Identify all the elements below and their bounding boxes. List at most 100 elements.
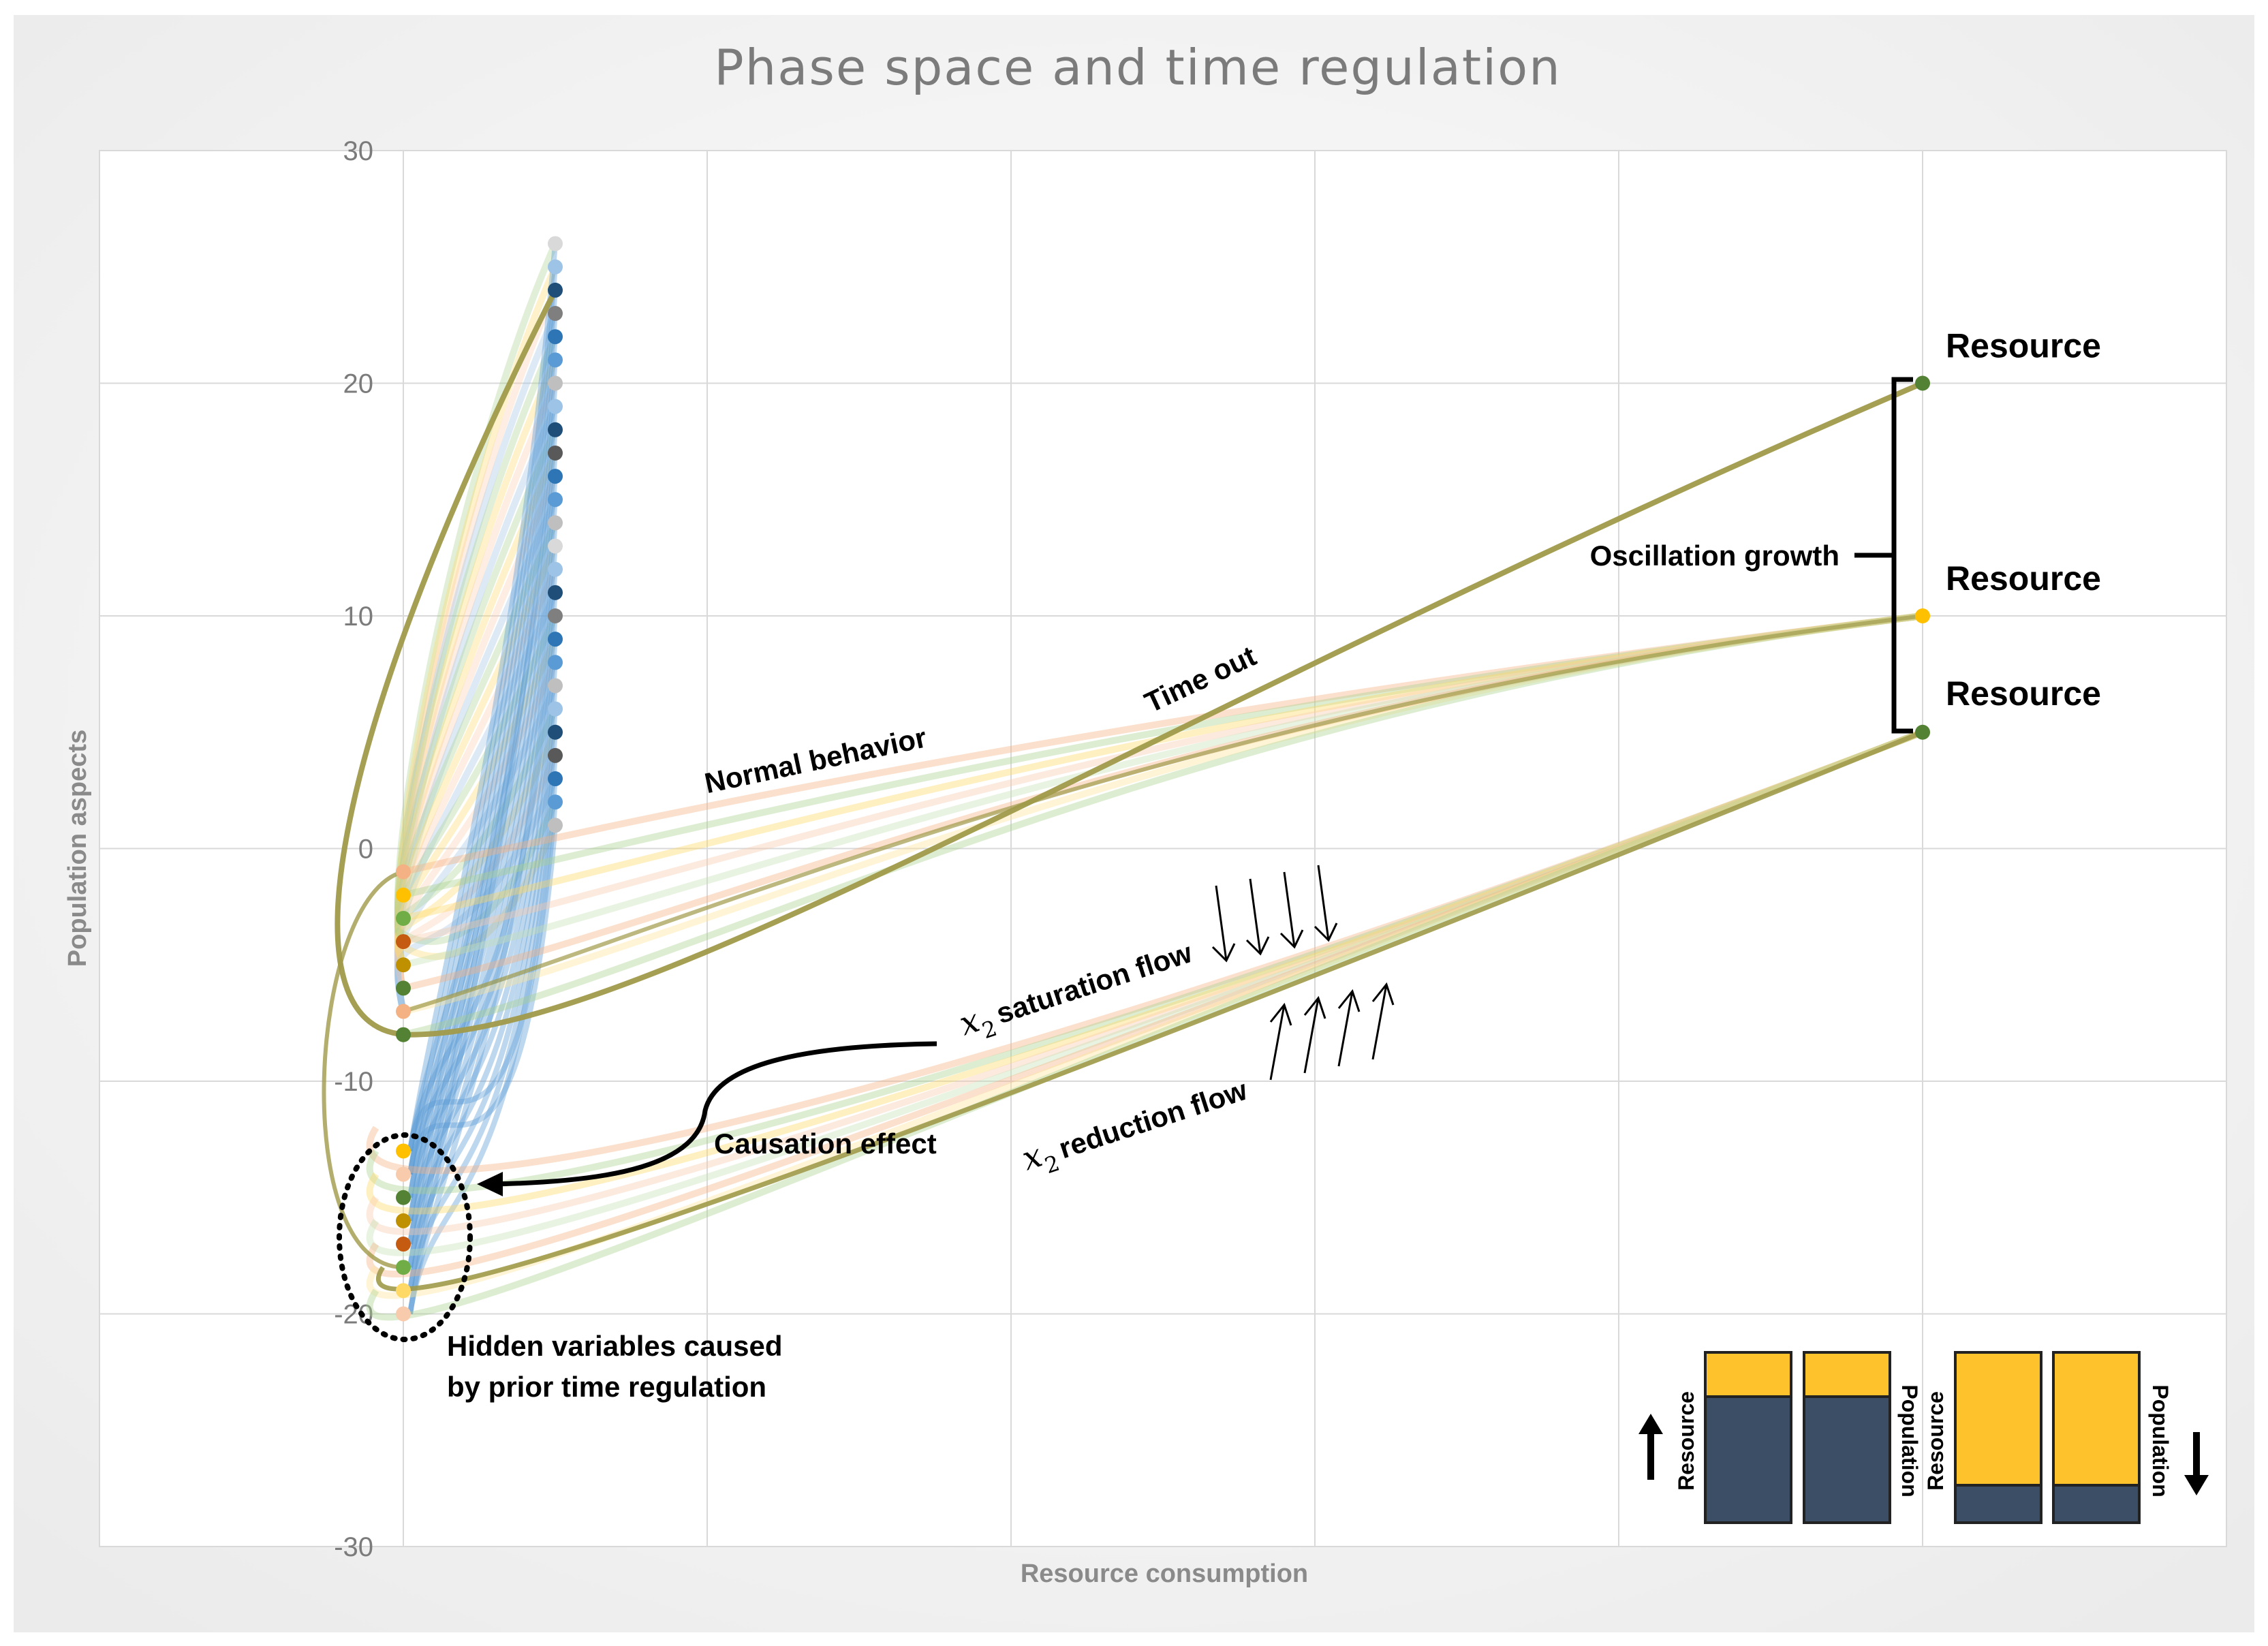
blue-trajectory — [407, 290, 558, 1198]
mid-data-point — [396, 934, 411, 950]
low-data-point — [396, 1190, 411, 1205]
inset-bar-2-top — [1803, 1351, 1891, 1398]
top-data-point — [548, 515, 563, 531]
blue-trajectory — [407, 685, 558, 1222]
resource-label: Resource — [1946, 559, 2101, 597]
low-data-point — [396, 1306, 411, 1322]
reduction-trajectory — [366, 729, 1924, 1278]
top-data-point — [548, 585, 563, 600]
blue-trajectory — [407, 615, 558, 1152]
inset-bar-2-bottom — [1803, 1395, 1891, 1524]
top-data-point — [548, 469, 563, 484]
blue-trajectory — [407, 383, 558, 1291]
blue-trajectory — [407, 801, 558, 1152]
y-tick-label: 30 — [343, 136, 374, 166]
reduction-arrows-icon — [1269, 982, 1395, 1081]
blue-trajectory — [407, 476, 558, 1198]
inset-left-resource-label: Resource — [1674, 1391, 1698, 1491]
light-trajectory — [394, 498, 559, 1012]
top-data-point — [548, 701, 563, 717]
resource-population-inset: Resource Population Resource Population — [1638, 1351, 2209, 1524]
inset-right-resource-label: Resource — [1923, 1391, 1948, 1491]
blue-trajectory — [407, 499, 558, 1222]
top-data-point — [548, 655, 563, 670]
oscillation-bracket — [1854, 377, 1913, 734]
resource-point — [1915, 608, 1930, 623]
top-data-point — [548, 259, 563, 275]
resource-label: Resource — [1946, 327, 2101, 365]
data-points — [396, 236, 1930, 1322]
blue-trajectory — [407, 732, 558, 1268]
resource-labels: Resource Resource Resource — [1946, 327, 2101, 713]
normal-trajectory — [402, 612, 1923, 875]
inset-bar-4-bottom — [2052, 1484, 2141, 1524]
top-data-point — [548, 422, 563, 437]
blue-trajectory — [407, 824, 558, 1175]
annotation-hidden-variables-line2: by prior time regulation — [447, 1371, 766, 1403]
light-trajectory — [394, 544, 559, 967]
top-data-point — [548, 375, 563, 391]
normal-trajectory — [402, 612, 1923, 1038]
normal-trajectory — [402, 612, 1923, 899]
top-data-point — [548, 724, 563, 740]
time-out-trajectory — [335, 289, 1924, 1038]
top-data-point — [548, 632, 563, 647]
low-data-point — [396, 1283, 411, 1299]
light-trajectory — [394, 754, 559, 989]
top-data-point — [548, 538, 563, 554]
inset-bar-1-top — [1704, 1351, 1792, 1398]
blue-trajectory — [407, 359, 558, 1268]
reduction-trajectory — [366, 729, 1924, 1299]
blue-trajectory — [407, 662, 558, 1198]
inset-bar-3-bottom — [1954, 1484, 2042, 1524]
down-arrow-head-icon — [2184, 1475, 2209, 1495]
x-axis-label: Resource consumption — [1021, 1559, 1308, 1588]
light-trajectory — [394, 661, 559, 989]
resource-point — [1915, 375, 1930, 391]
blue-trajectory — [407, 452, 558, 1175]
light-trajectory — [394, 382, 559, 989]
blue-trajectory — [407, 313, 558, 1222]
mid-data-point — [396, 1004, 411, 1019]
top-data-point — [548, 608, 563, 623]
light-trajectory — [394, 824, 559, 967]
inset-bar-1-bottom — [1704, 1395, 1792, 1524]
blue-trajectory — [407, 592, 558, 1315]
light-trajectory — [394, 428, 559, 944]
causation-arrow-head-icon — [477, 1172, 503, 1196]
chart-title: Phase space and time regulation — [714, 39, 1562, 96]
normal-main-trajectory — [403, 614, 1923, 1014]
low-data-point — [396, 1213, 411, 1228]
light-trajectory — [394, 288, 559, 989]
top-data-point — [548, 794, 563, 810]
mid-data-point — [396, 864, 411, 880]
top-data-point — [548, 747, 563, 763]
blue-trajectory — [407, 336, 558, 1245]
low-data-point — [396, 1237, 411, 1252]
light-trajectory — [394, 568, 559, 989]
mid-data-point — [396, 957, 411, 973]
resource-point — [1915, 724, 1930, 740]
top-data-point — [548, 561, 563, 577]
top-data-point — [548, 678, 563, 694]
reduction-trajectory — [366, 729, 1924, 1235]
light-trajectory — [394, 707, 559, 944]
mid-data-point — [396, 980, 411, 996]
reduction-trajectory — [366, 729, 1924, 1194]
light-trajectory — [394, 335, 559, 944]
resource-label: Resource — [1946, 674, 2101, 713]
causation-arrow — [490, 1041, 937, 1187]
up-arrow-head-icon — [1638, 1414, 1663, 1434]
reduction-trajectory — [366, 729, 1924, 1321]
blue-trajectory — [407, 523, 558, 1245]
annotation-oscillation-growth: Oscillation growth — [1590, 540, 1839, 572]
mid-data-point — [396, 887, 411, 903]
blue-trajectory — [407, 429, 558, 1152]
blue-trajectory — [407, 243, 558, 1152]
blue-trajectory — [407, 406, 558, 1315]
reduction-trajectory — [366, 729, 1924, 1175]
light-trajectory — [394, 451, 559, 967]
normal-trajectory — [402, 612, 1923, 945]
